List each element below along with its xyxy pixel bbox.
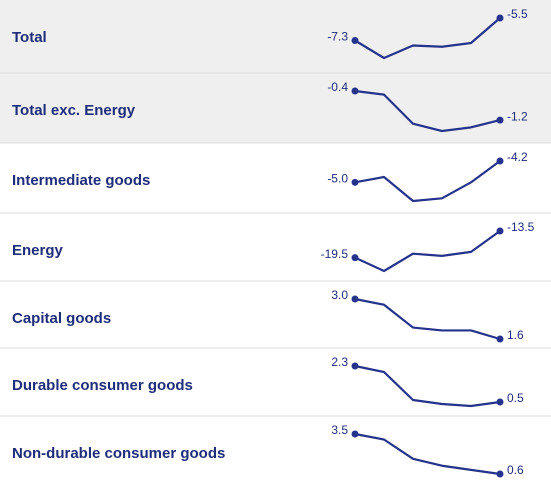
value-label: -7.3	[327, 30, 348, 44]
sparkline	[354, 230, 501, 273]
sparkline	[354, 432, 501, 476]
end-point	[496, 157, 504, 165]
end-point	[496, 14, 504, 22]
value-label: -4.2	[507, 150, 528, 164]
row-label: Total exc. Energy	[12, 102, 136, 119]
row-label: Durable consumer goods	[12, 377, 193, 394]
row-label: Capital goods	[12, 310, 111, 327]
row-label: Intermediate goods	[12, 172, 150, 189]
end-point	[351, 87, 359, 95]
end-point	[351, 430, 359, 438]
end-point	[496, 398, 504, 406]
row-label: Non-durable consumer goods	[12, 445, 225, 462]
row-background	[0, 0, 551, 73]
sparkline	[354, 297, 501, 341]
row-label: Total	[12, 29, 47, 46]
end-point	[351, 178, 359, 186]
value-label: 3.0	[331, 288, 348, 302]
end-point	[496, 227, 504, 235]
value-label: 0.5	[507, 391, 524, 405]
end-point	[351, 362, 359, 370]
sparkline	[354, 17, 501, 60]
end-point	[496, 470, 504, 478]
value-label: -5.0	[327, 172, 348, 186]
row-label: Energy	[12, 242, 64, 259]
value-label: -1.2	[507, 109, 528, 123]
end-point	[351, 295, 359, 303]
value-label: -0.4	[327, 80, 348, 94]
sparkline	[354, 160, 501, 203]
value-label: 3.5	[331, 423, 348, 437]
end-point	[351, 37, 359, 44]
value-label: -13.5	[507, 220, 535, 234]
value-label: 0.6	[507, 463, 524, 477]
sparkline	[354, 364, 501, 408]
end-point	[496, 335, 504, 343]
end-point	[496, 116, 504, 124]
value-label: 2.3	[331, 355, 348, 369]
value-label: -5.5	[507, 7, 528, 21]
row-background	[0, 73, 551, 143]
value-label: -19.5	[321, 247, 349, 261]
value-label: 1.6	[507, 328, 524, 342]
sparkline	[354, 89, 501, 133]
end-point	[351, 254, 359, 262]
